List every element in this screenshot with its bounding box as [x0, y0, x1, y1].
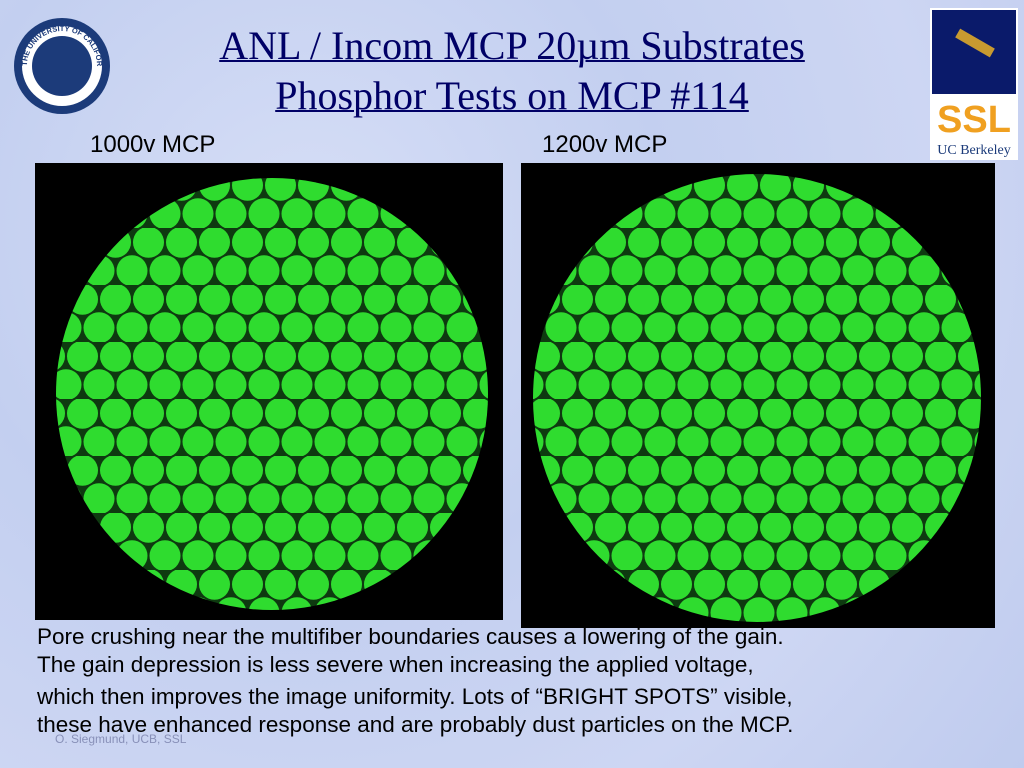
- logo-caption: UC Berkeley: [937, 143, 1010, 158]
- right-logo: SSL UC Berkeley: [930, 8, 1018, 160]
- image-1000v: [35, 163, 503, 620]
- title: Phosphor Tests on MCP #114: [275, 73, 749, 118]
- image-label: 1000v MCP: [90, 131, 216, 158]
- logo-year: 1868: [53, 97, 71, 106]
- body-text: Pore crushing near the multifiber bounda…: [37, 624, 784, 649]
- body-text: The gain depression is less severe when …: [37, 652, 754, 677]
- image-1200v: [521, 163, 995, 628]
- title: ANL / Incom MCP 20µm Substrates: [219, 23, 805, 68]
- body-text: which then improves the image uniformity…: [37, 684, 793, 709]
- image-label: 1200v MCP: [542, 131, 668, 158]
- body-text: these have enhanced response and are pro…: [37, 712, 794, 737]
- footer: O. Siegmund, UCB, SSL: [55, 732, 187, 746]
- logo-name: SSL: [937, 99, 1011, 141]
